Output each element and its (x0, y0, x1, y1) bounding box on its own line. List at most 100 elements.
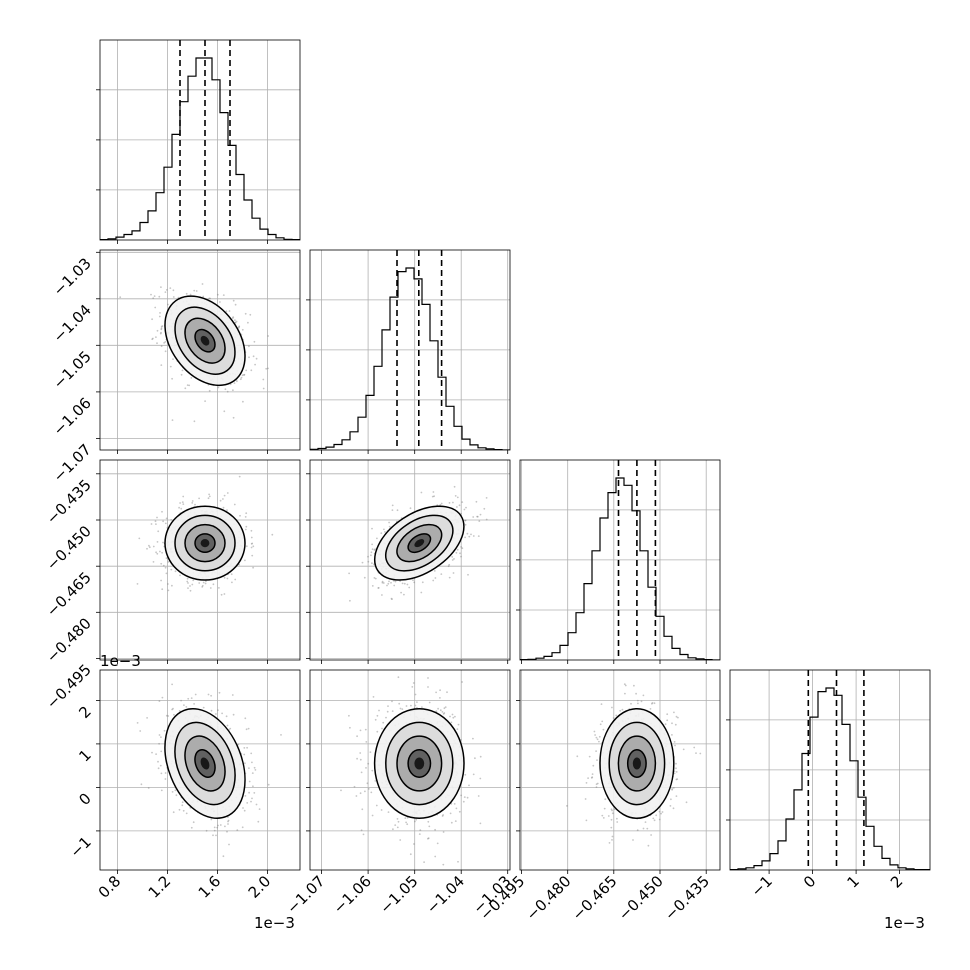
scatter-point (155, 551, 158, 554)
scatter-point (621, 708, 624, 711)
scatter-point (432, 491, 435, 493)
scatter-point (136, 583, 139, 585)
scatter-point (459, 552, 461, 555)
scatter-point (167, 715, 170, 717)
scatter-point (453, 558, 455, 560)
scatter-point (611, 809, 613, 812)
scatter-point (178, 506, 181, 509)
scatter-point (236, 380, 238, 383)
scatter-point (387, 811, 390, 813)
scatter-point (447, 565, 450, 568)
scatter-point (672, 807, 675, 810)
scatter-point (243, 809, 246, 812)
scatter-point (367, 555, 369, 558)
scatter-point (193, 703, 196, 705)
scatter-point (393, 584, 396, 587)
contour-line (385, 721, 454, 806)
scatter-point (221, 712, 224, 715)
scatter-point (463, 796, 466, 798)
scatter-point (397, 676, 400, 679)
scatter-point (632, 839, 634, 841)
scatter-point (209, 297, 212, 300)
scatter-point (162, 520, 165, 523)
scatter-point (169, 287, 172, 289)
scatter-point (161, 588, 164, 591)
scatter-point (596, 782, 599, 785)
scatter-point (671, 788, 673, 791)
scatter-point (660, 812, 662, 815)
scatter-point (381, 594, 383, 596)
scatter-point (397, 820, 400, 823)
scatter-point (191, 500, 194, 502)
scatter-point (423, 861, 425, 863)
scatter-point (633, 684, 635, 687)
contour-line (407, 533, 432, 554)
scatter-point (359, 792, 362, 795)
scatter-point (243, 373, 246, 376)
scatter-point (595, 783, 598, 786)
scatter-point (612, 717, 615, 719)
scatter-point (228, 843, 230, 846)
scatter-point (212, 583, 215, 586)
scatter-point (160, 328, 163, 331)
scatter-point (427, 686, 429, 688)
scatter-point (440, 573, 443, 575)
scatter-point (611, 706, 613, 709)
scatter-point (158, 742, 161, 745)
scatter-point (452, 572, 455, 574)
scatter-point (590, 777, 593, 779)
scatter-point (171, 708, 174, 711)
scatter-panel (96, 249, 301, 454)
scatter-point (371, 585, 374, 587)
scatter-point (194, 693, 197, 696)
scatter-point (671, 734, 673, 736)
scatter-point (458, 810, 461, 813)
histogram-bars (100, 57, 300, 240)
scatter-point (244, 717, 247, 720)
scatter-point (434, 855, 437, 858)
scatter-point (225, 310, 228, 313)
scatter-point (456, 548, 459, 551)
scatter-point (461, 501, 464, 503)
scatter-point (172, 811, 175, 814)
scatter-point (460, 794, 462, 797)
scatter-point (611, 835, 614, 838)
scatter-point (208, 493, 211, 496)
contour-line (174, 721, 236, 806)
scatter-point (225, 715, 228, 718)
scatter-point (161, 510, 163, 513)
scatter-point (165, 557, 168, 559)
scatter-point (164, 522, 167, 525)
scatter-point (452, 716, 455, 719)
scatter-point (181, 804, 184, 807)
scatter-point (454, 715, 456, 718)
scatter-point (156, 516, 158, 519)
scatter-point (152, 337, 154, 340)
scatter-point (440, 502, 443, 505)
scatter-point (435, 691, 437, 694)
scatter-point (472, 773, 475, 776)
scatter-point (190, 377, 193, 379)
scatter-point (458, 504, 461, 507)
scatter-point (693, 746, 696, 749)
scatter-point (588, 755, 591, 758)
scatter-point (391, 504, 394, 507)
scatter-point (442, 831, 445, 833)
density-shade (200, 335, 210, 346)
scatter-point (664, 723, 667, 726)
scatter-point (217, 709, 219, 712)
y-tick-label: −1.03 (50, 254, 95, 299)
scatter-point (255, 803, 258, 806)
scatter-point (205, 580, 207, 583)
scatter-point (454, 495, 457, 497)
scatter-point (427, 837, 430, 840)
scatter-point (655, 814, 658, 817)
contour-line (407, 749, 432, 778)
scatter-point (441, 711, 444, 713)
histogram-bars (520, 477, 720, 660)
scatter-point (180, 507, 183, 510)
scatter-point (695, 752, 697, 754)
scatter-point (165, 572, 168, 575)
scatter-point (173, 713, 175, 716)
scatter-point (420, 491, 423, 494)
